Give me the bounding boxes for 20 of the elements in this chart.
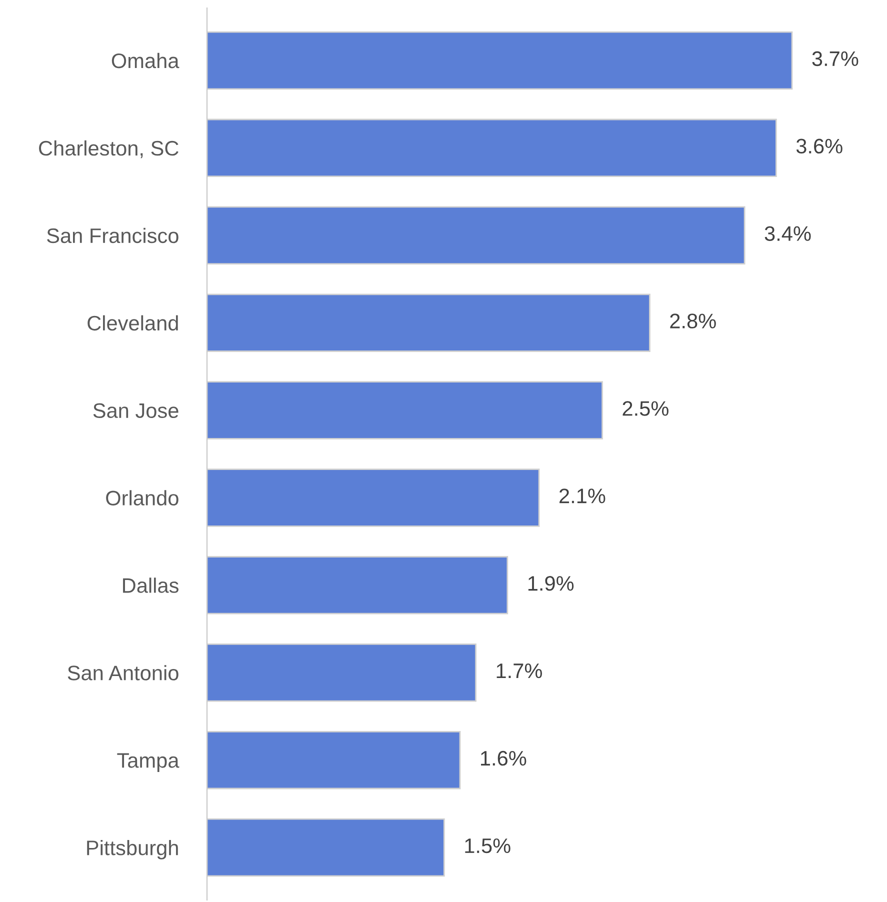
y-tick-label: Pittsburgh	[87, 840, 178, 860]
y-tick-label: Omaha	[112, 52, 180, 68]
data-label: 2.5%	[622, 401, 668, 416]
data-label: 1.6%	[481, 750, 526, 766]
y-tick-label: Dallas	[123, 578, 178, 593]
data-label: 3.6%	[796, 138, 842, 154]
data-label: 1.5%	[465, 838, 510, 854]
y-tick-label: San Francisco	[47, 228, 178, 244]
data-label: 1.9%	[528, 576, 574, 591]
data-label: 2.1%	[560, 488, 606, 504]
data-label: 3.4%	[764, 226, 811, 241]
data-label: 3.7%	[812, 51, 858, 66]
y-tick-label: Charleston, SC	[39, 140, 178, 158]
y-tick-label: San Jose	[93, 403, 178, 418]
data-label: 2.8%	[670, 314, 716, 328]
y-tick-label: Cleveland	[88, 315, 178, 331]
data-label: 1.7%	[496, 664, 542, 678]
y-tick-label: San Antonio	[68, 665, 178, 680]
y-tick-label: Orlando	[106, 490, 178, 506]
y-tick-label: Tampa	[117, 753, 180, 772]
